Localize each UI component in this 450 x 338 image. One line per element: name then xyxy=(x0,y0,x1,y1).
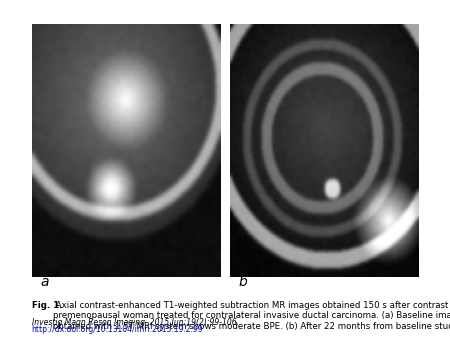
Text: a: a xyxy=(40,274,49,289)
Text: http://dx.doi.org/10.13104/imri.2015.19.2.99: http://dx.doi.org/10.13104/imri.2015.19.… xyxy=(32,325,203,334)
Text: Fig. 1.: Fig. 1. xyxy=(32,301,62,310)
Text: Axial contrast-enhanced T1-weighted subtraction MR images obtained 150 s after c: Axial contrast-enhanced T1-weighted subt… xyxy=(53,301,450,331)
Text: Investig Magn Reson Imaging. 2015 Jun;19(2):99-106.: Investig Magn Reson Imaging. 2015 Jun;19… xyxy=(32,318,238,327)
Text: b: b xyxy=(238,274,247,289)
